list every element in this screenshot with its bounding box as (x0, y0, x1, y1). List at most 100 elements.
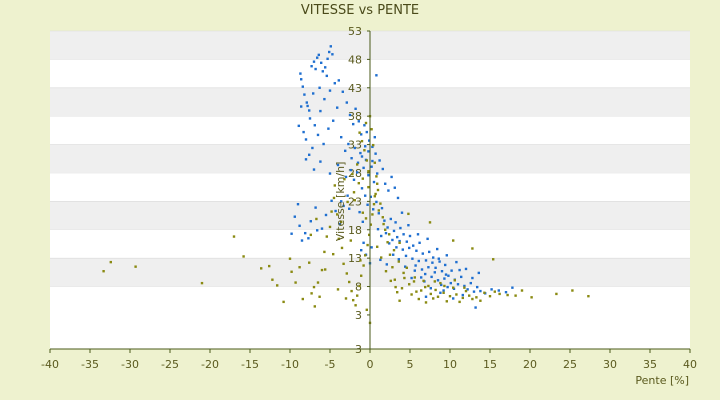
data-point (319, 160, 322, 163)
data-point (410, 293, 413, 296)
data-point (391, 266, 394, 269)
data-point (373, 195, 376, 198)
data-point (381, 167, 384, 171)
data-point (498, 292, 501, 296)
data-point (312, 285, 316, 289)
y-tick-label: 23 (348, 195, 362, 208)
data-point (384, 228, 387, 231)
data-point (340, 200, 343, 203)
data-point (360, 155, 364, 158)
data-point (314, 206, 317, 209)
data-point (352, 191, 356, 194)
chart-title: VITESSE vs PENTE (301, 3, 419, 18)
data-point (360, 187, 364, 190)
data-point (305, 101, 308, 104)
data-point (469, 281, 472, 285)
x-tick-label: 35 (643, 358, 657, 371)
data-point (443, 277, 446, 280)
data-point (290, 270, 293, 273)
data-point (397, 258, 400, 261)
data-point (421, 252, 424, 255)
x-tick-label: 0 (367, 358, 374, 371)
data-point (232, 235, 236, 238)
data-point (300, 239, 304, 242)
data-point (398, 239, 401, 243)
data-point (412, 244, 415, 247)
data-point (320, 268, 324, 272)
data-point (370, 165, 373, 168)
data-point (431, 261, 434, 264)
data-point (356, 294, 359, 297)
data-point (398, 299, 401, 302)
data-point (342, 262, 345, 266)
data-point (367, 174, 370, 177)
data-point (340, 135, 343, 139)
data-point (260, 267, 263, 270)
data-point (344, 297, 348, 300)
data-point (351, 172, 354, 176)
data-point (427, 266, 430, 269)
data-point (391, 238, 394, 242)
data-point (377, 212, 380, 215)
data-point (398, 241, 401, 245)
data-point (370, 128, 373, 131)
data-point (388, 242, 391, 245)
data-point (476, 285, 479, 289)
data-point (364, 121, 368, 125)
data-point (334, 209, 337, 213)
data-point (452, 297, 455, 300)
data-point (463, 284, 466, 288)
data-point (571, 289, 574, 292)
y-tick-label: 28 (348, 167, 362, 180)
data-point (310, 65, 313, 68)
data-point (384, 231, 388, 235)
data-point (405, 240, 408, 243)
data-point (361, 177, 364, 180)
data-point (360, 274, 363, 277)
data-point (360, 133, 363, 136)
data-point (362, 166, 365, 170)
data-point (317, 53, 320, 57)
data-point (375, 175, 378, 178)
data-point (520, 289, 524, 292)
data-point (304, 231, 307, 235)
data-point (472, 290, 476, 293)
data-point (312, 60, 316, 63)
data-point (336, 106, 339, 109)
data-point (400, 287, 404, 290)
data-point (440, 270, 444, 273)
data-point (436, 295, 440, 298)
data-point (358, 210, 361, 214)
x-tick-label: -10 (281, 358, 299, 371)
data-point (314, 67, 317, 71)
x-tick-label: 10 (443, 358, 457, 371)
y-tick-label: 43 (348, 82, 362, 95)
data-point (303, 93, 306, 96)
data-point (316, 133, 320, 137)
data-point (430, 275, 433, 279)
data-point (320, 61, 323, 64)
data-point (460, 275, 463, 279)
data-point (424, 285, 427, 289)
x-tick-label: -30 (121, 358, 139, 371)
y-tick-label: 33 (348, 139, 362, 152)
data-point (416, 233, 420, 236)
data-point (429, 292, 432, 296)
data-point (352, 122, 355, 126)
data-point (102, 270, 105, 273)
data-point (324, 66, 327, 69)
data-point (396, 235, 399, 239)
data-point (381, 216, 384, 219)
data-point (437, 257, 440, 260)
data-point (312, 92, 315, 95)
data-point (364, 145, 367, 148)
data-point (436, 279, 440, 282)
data-point (440, 283, 443, 287)
data-point (488, 294, 492, 298)
data-point (356, 171, 359, 174)
data-point (492, 258, 495, 261)
data-point (364, 254, 367, 257)
data-point (452, 239, 455, 242)
data-point (308, 153, 311, 156)
data-point (555, 292, 558, 296)
